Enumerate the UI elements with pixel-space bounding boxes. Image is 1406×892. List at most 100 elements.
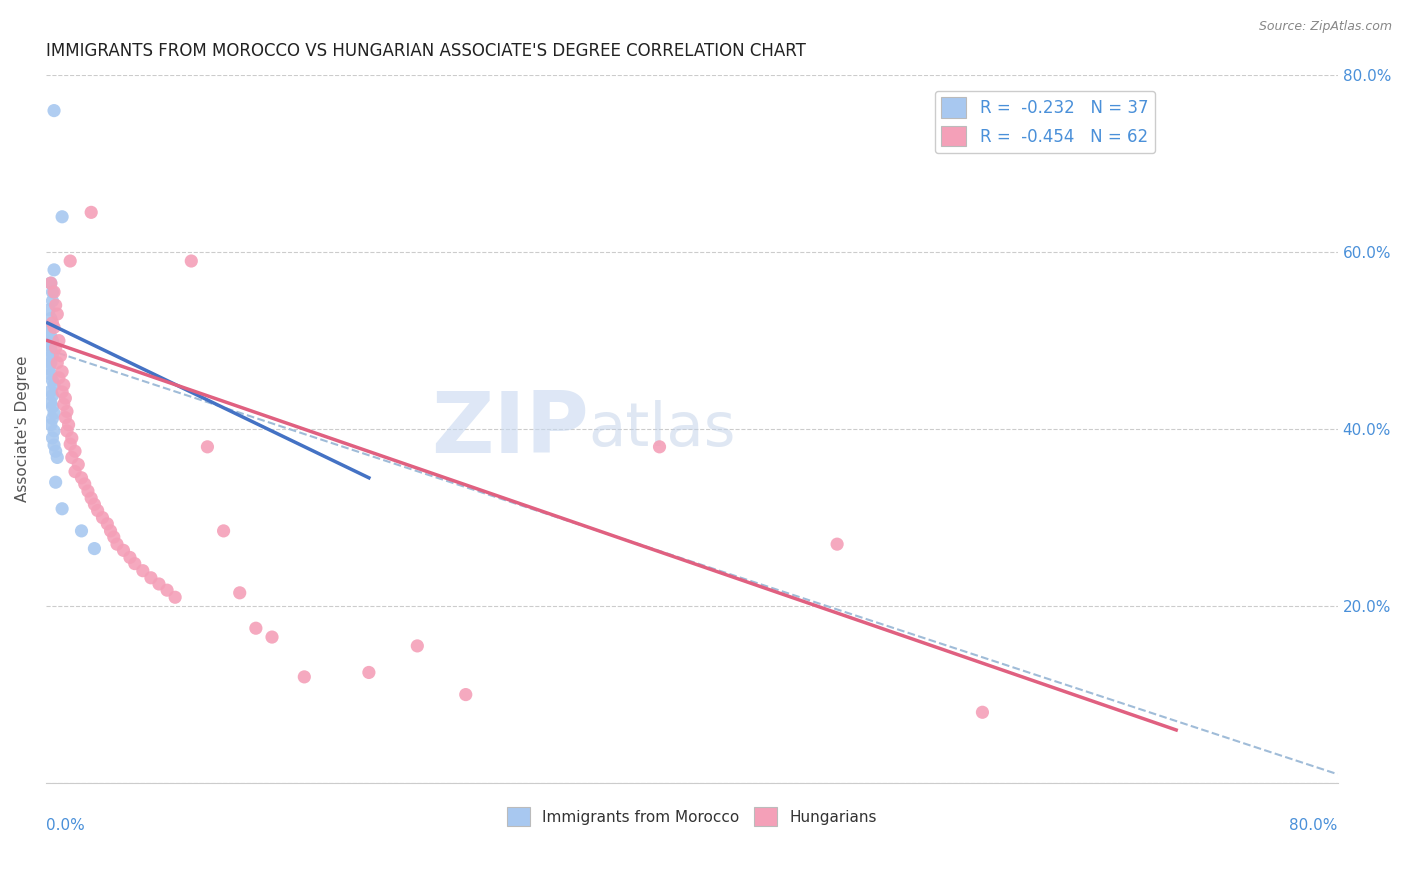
Point [41, 388, 63, 402]
Point [39, 417, 62, 432]
Point [60, 450, 83, 465]
Point [67, 458, 90, 472]
Point [42, 103, 65, 118]
Point [49, 349, 72, 363]
Y-axis label: Associate's Degree: Associate's Degree [15, 356, 30, 502]
Point [972, 706, 994, 720]
Point [60, 431, 83, 445]
Point [56, 404, 79, 418]
Point [41, 293, 63, 308]
Point [105, 537, 128, 551]
Point [292, 670, 315, 684]
Point [245, 621, 267, 635]
Point [70, 524, 93, 538]
Point [45, 341, 67, 355]
Point [41, 316, 63, 330]
Text: 0.0%: 0.0% [46, 819, 84, 833]
Point [139, 571, 162, 585]
Point [41, 285, 63, 299]
Text: 80.0%: 80.0% [1289, 819, 1337, 833]
Point [86, 503, 108, 517]
Point [118, 550, 141, 565]
Point [39, 368, 62, 382]
Point [83, 497, 105, 511]
Point [825, 537, 848, 551]
Point [51, 384, 73, 399]
Point [80, 205, 103, 219]
Point [197, 440, 219, 454]
Point [39, 320, 62, 334]
Point [648, 440, 671, 454]
Point [52, 377, 75, 392]
Point [42, 424, 65, 438]
Point [156, 583, 179, 598]
Point [454, 688, 477, 702]
Point [212, 524, 235, 538]
Point [45, 298, 67, 312]
Point [58, 417, 80, 432]
Point [39, 343, 62, 357]
Point [39, 356, 62, 370]
Point [42, 438, 65, 452]
Point [46, 356, 69, 370]
Point [124, 557, 146, 571]
Point [73, 477, 96, 491]
Legend: Immigrants from Morocco, Hungarians: Immigrants from Morocco, Hungarians [501, 801, 883, 832]
Point [39, 329, 62, 343]
Point [53, 410, 76, 425]
Point [70, 471, 93, 485]
Point [228, 586, 250, 600]
Point [41, 334, 63, 348]
Point [48, 371, 70, 385]
Point [48, 334, 70, 348]
Point [41, 400, 63, 414]
Point [38, 351, 60, 366]
Point [41, 431, 63, 445]
Point [39, 276, 62, 290]
Point [42, 263, 65, 277]
Point [91, 510, 114, 524]
Point [39, 395, 62, 409]
Point [38, 325, 60, 339]
Point [41, 347, 63, 361]
Point [51, 501, 73, 516]
Point [180, 254, 202, 268]
Point [51, 365, 73, 379]
Point [103, 530, 125, 544]
Point [39, 276, 62, 290]
Point [100, 524, 122, 538]
Point [39, 311, 62, 326]
Point [56, 424, 79, 438]
Point [83, 541, 105, 556]
Point [42, 377, 65, 392]
Point [45, 475, 67, 490]
Text: IMMIGRANTS FROM MOROCCO VS HUNGARIAN ASSOCIATE'S DEGREE CORRELATION CHART: IMMIGRANTS FROM MOROCCO VS HUNGARIAN ASS… [46, 42, 806, 60]
Point [38, 362, 60, 376]
Point [80, 491, 103, 505]
Point [52, 397, 75, 411]
Point [112, 543, 135, 558]
Point [41, 374, 63, 388]
Point [59, 254, 82, 268]
Point [148, 577, 170, 591]
Point [42, 406, 65, 420]
Point [51, 210, 73, 224]
Point [357, 665, 380, 680]
Point [46, 307, 69, 321]
Point [96, 516, 118, 531]
Point [42, 285, 65, 299]
Point [45, 444, 67, 458]
Point [46, 450, 69, 465]
Text: atlas: atlas [589, 400, 735, 458]
Point [132, 564, 155, 578]
Point [39, 384, 62, 398]
Point [165, 591, 187, 605]
Point [77, 484, 100, 499]
Point [42, 320, 65, 334]
Text: ZIP: ZIP [430, 388, 589, 471]
Text: Source: ZipAtlas.com: Source: ZipAtlas.com [1258, 20, 1392, 33]
Point [53, 391, 76, 405]
Point [406, 639, 429, 653]
Point [63, 465, 86, 479]
Point [38, 338, 60, 352]
